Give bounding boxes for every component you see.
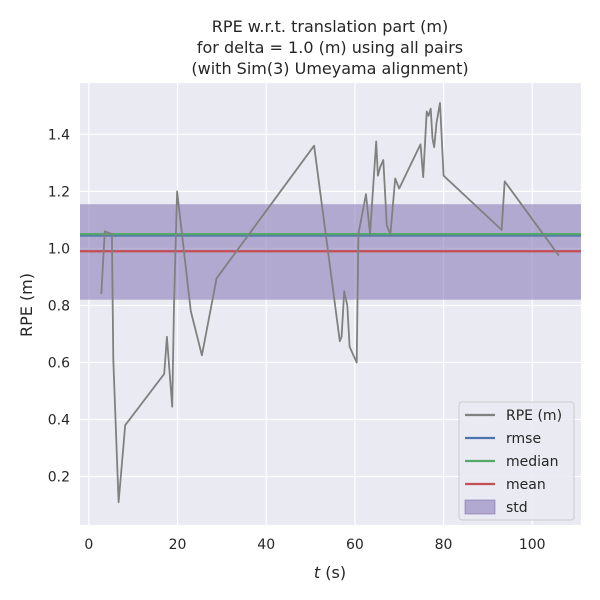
chart-title-line-1: RPE w.r.t. translation part (m) <box>212 17 448 36</box>
legend: RPE (m) rmse median mean std <box>458 401 575 521</box>
y-tick-label: 0.6 <box>48 355 70 371</box>
y-tick-label: 1.0 <box>48 241 70 257</box>
legend-box <box>458 401 575 521</box>
y-tick-label: 1.4 <box>48 127 70 143</box>
x-tick-label: 0 <box>84 537 93 553</box>
legend-label: rmse <box>506 431 541 447</box>
series-layer <box>100 102 560 504</box>
y-tick-label: 1.2 <box>48 184 70 200</box>
y-axis-label: RPE (m) <box>17 273 36 337</box>
stat-lines-layer <box>80 233 581 253</box>
x-tick-label: 20 <box>169 537 187 553</box>
rpe-series-line <box>100 102 560 504</box>
legend-swatch <box>464 499 496 515</box>
x-tick-label: 100 <box>519 537 546 553</box>
legend-label: std <box>506 500 528 516</box>
y-tick-label: 0.2 <box>48 470 70 486</box>
x-axis-label: t (s) <box>314 563 346 582</box>
legend-label: mean <box>506 477 546 493</box>
legend-label: RPE (m) <box>506 408 562 424</box>
y-tick-label: 0.8 <box>48 298 70 314</box>
x-tick-label: 60 <box>346 537 364 553</box>
y-tick-label: 0.4 <box>48 412 70 428</box>
x-tick-label: 80 <box>435 537 453 553</box>
x-axis-label-unit: (s) <box>320 563 346 582</box>
legend-label: median <box>506 454 558 470</box>
x-axis-label-var: t <box>314 563 321 582</box>
chart-title-line-2: for delta = 1.0 (m) using all pairs <box>197 38 463 57</box>
x-tick-label: 40 <box>257 537 275 553</box>
tick-labels: 0 20 40 60 80 100 0.2 0.4 0.6 0.8 1.0 1.2 1.4 <box>48 127 546 553</box>
chart-title-line-3: (with Sim(3) Umeyama alignment) <box>191 59 468 78</box>
